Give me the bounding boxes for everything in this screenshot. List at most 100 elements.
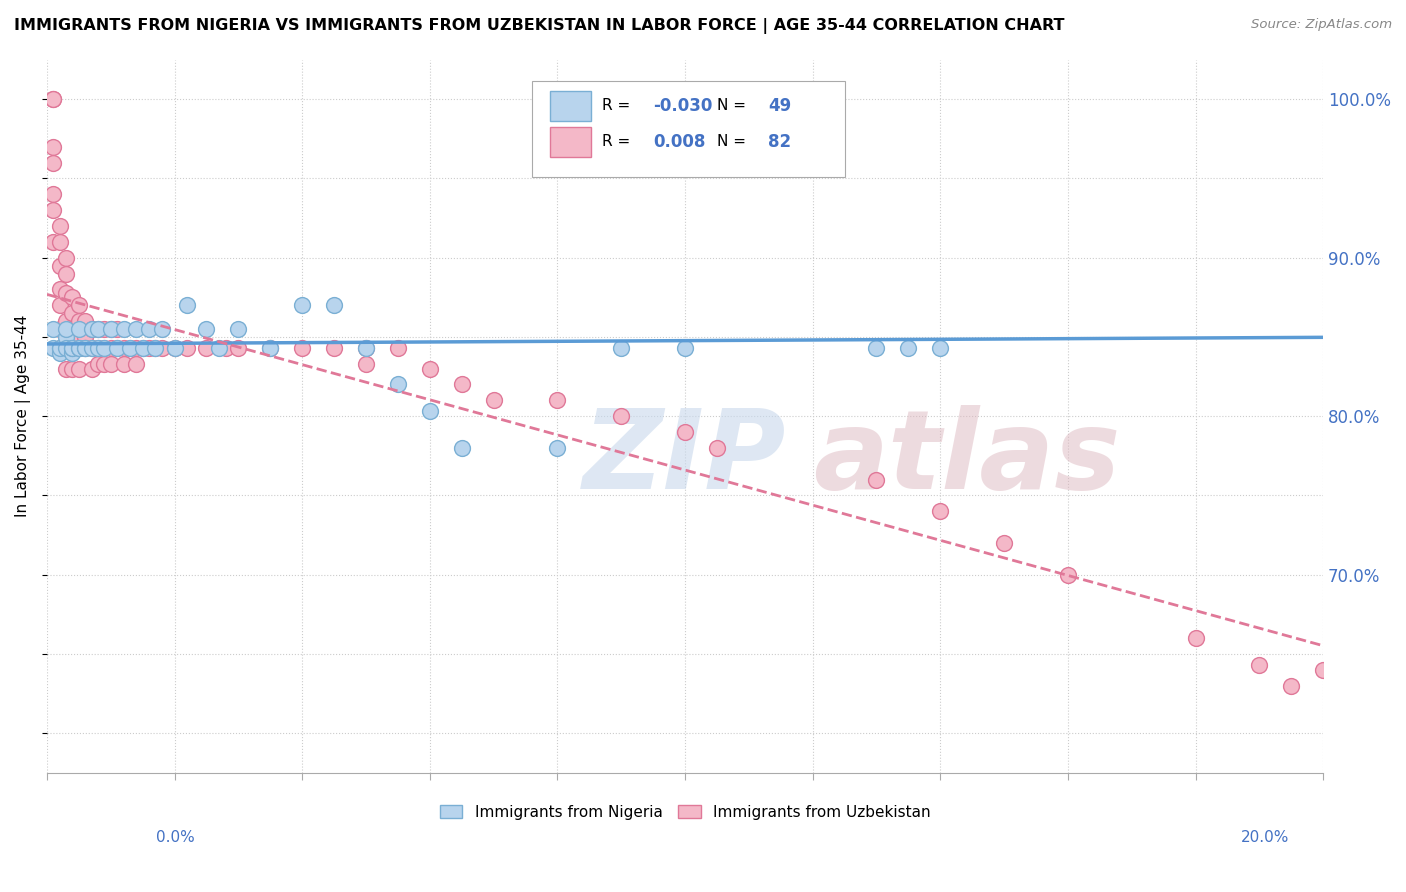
Point [208, 341, 231, 355]
Text: R =: R = [602, 98, 636, 113]
Point [75, 330, 97, 344]
Point [93, 341, 115, 355]
Point [354, 341, 377, 355]
Point [42, 187, 65, 202]
Point [929, 341, 952, 355]
Point [1184, 631, 1206, 645]
Point [48, 341, 70, 355]
Point [546, 441, 568, 455]
Point [323, 341, 346, 355]
Point [387, 377, 409, 392]
Point [75, 341, 97, 355]
Text: 0.0%: 0.0% [156, 830, 195, 845]
Point [228, 341, 250, 355]
Point [62, 341, 84, 355]
Point [145, 341, 167, 355]
Point [610, 341, 633, 355]
Point [897, 341, 920, 355]
Point [67, 341, 90, 355]
Point [354, 357, 377, 371]
Point [55, 267, 77, 281]
Point [100, 341, 122, 355]
Point [75, 341, 97, 355]
Point [42, 322, 65, 336]
Point [62, 290, 84, 304]
Point [125, 322, 148, 336]
Point [55, 361, 77, 376]
Point [55, 322, 77, 336]
Point [93, 357, 115, 371]
Text: R =: R = [602, 134, 636, 149]
Point [62, 341, 84, 355]
Legend: Immigrants from Nigeria, Immigrants from Uzbekistan: Immigrants from Nigeria, Immigrants from… [433, 798, 936, 826]
Point [482, 393, 505, 408]
Point [419, 361, 441, 376]
Point [125, 341, 148, 355]
Point [387, 341, 409, 355]
Text: N =: N = [717, 134, 751, 149]
Text: 0.008: 0.008 [654, 133, 706, 151]
Point [62, 361, 84, 376]
Point [87, 357, 110, 371]
Point [48, 282, 70, 296]
Point [546, 393, 568, 408]
Point [131, 341, 153, 355]
Point [125, 357, 148, 371]
Point [48, 219, 70, 233]
Point [93, 322, 115, 336]
Point [673, 341, 696, 355]
Point [42, 140, 65, 154]
Point [150, 322, 173, 336]
Point [55, 330, 77, 344]
Text: N =: N = [717, 98, 751, 113]
Point [87, 322, 110, 336]
Point [1057, 567, 1080, 582]
Text: -0.030: -0.030 [654, 97, 713, 115]
Point [450, 377, 472, 392]
Point [87, 341, 110, 355]
Point [163, 341, 186, 355]
Point [67, 330, 90, 344]
Point [42, 92, 65, 106]
Point [112, 322, 135, 336]
Point [610, 409, 633, 424]
Point [138, 341, 160, 355]
Point [42, 203, 65, 218]
Point [105, 322, 128, 336]
Point [62, 341, 84, 355]
Point [291, 298, 314, 312]
Point [195, 322, 218, 336]
Point [80, 341, 103, 355]
Point [865, 473, 887, 487]
Point [67, 341, 90, 355]
Point [48, 235, 70, 249]
Text: 20.0%: 20.0% [1241, 830, 1289, 845]
Text: ZIP: ZIP [583, 406, 786, 513]
Point [163, 341, 186, 355]
Point [55, 251, 77, 265]
Point [105, 341, 128, 355]
Point [195, 341, 218, 355]
Point [42, 341, 65, 355]
Point [100, 357, 122, 371]
Point [176, 298, 198, 312]
Point [131, 341, 153, 355]
Point [145, 341, 167, 355]
Point [67, 314, 90, 328]
Point [55, 341, 77, 355]
Point [48, 341, 70, 355]
Y-axis label: In Labor Force | Age 35-44: In Labor Force | Age 35-44 [15, 315, 31, 517]
Point [55, 285, 77, 300]
Point [80, 322, 103, 336]
Point [67, 361, 90, 376]
Point [67, 322, 90, 336]
Point [323, 298, 346, 312]
Point [259, 341, 281, 355]
Point [259, 341, 281, 355]
Text: Source: ZipAtlas.com: Source: ZipAtlas.com [1251, 18, 1392, 31]
FancyBboxPatch shape [531, 81, 845, 178]
Point [100, 322, 122, 336]
Point [993, 536, 1015, 550]
Point [48, 345, 70, 359]
Point [48, 341, 70, 355]
